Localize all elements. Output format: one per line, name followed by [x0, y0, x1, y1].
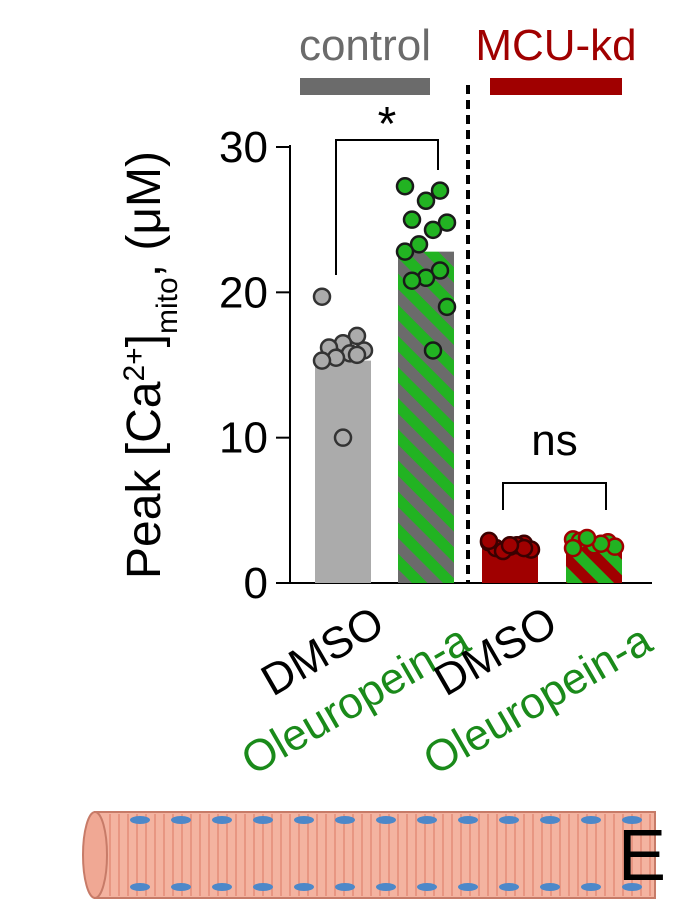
data-point	[423, 341, 443, 360]
significance-bracket	[335, 139, 439, 275]
data-point	[312, 287, 332, 306]
y-tick-label: 20	[219, 268, 268, 317]
data-point	[402, 271, 422, 290]
significance-label: *	[378, 98, 397, 151]
y-tick-label: 10	[219, 414, 268, 463]
data-point	[395, 176, 415, 196]
data-point	[423, 220, 443, 240]
group-bar	[300, 78, 430, 95]
y-tick-label: 30	[219, 123, 268, 172]
data-point	[563, 538, 583, 558]
significance-label: ns	[531, 416, 577, 465]
data-point	[430, 181, 450, 200]
data-point	[395, 242, 415, 261]
group-label: MCU-kd	[475, 21, 636, 70]
data-point	[577, 528, 597, 548]
bar	[315, 360, 371, 583]
y-label-part: ]	[118, 334, 171, 347]
significance-bracket	[502, 482, 607, 510]
y-label-part: Peak [Ca	[118, 381, 171, 579]
y-label-part: mito	[151, 277, 184, 334]
data-point	[409, 235, 429, 254]
y-label-part: , (μM)	[118, 151, 171, 277]
data-point	[333, 428, 353, 447]
cut-off-text: E	[618, 816, 666, 896]
data-point	[437, 213, 457, 232]
group-bar	[490, 78, 622, 95]
data-point	[416, 191, 436, 211]
y-label-part: 2+	[118, 347, 151, 381]
y-tick-label: 0	[244, 559, 268, 608]
data-point	[347, 345, 367, 365]
group-label: control	[299, 21, 431, 70]
data-point	[479, 531, 499, 551]
data-point	[437, 297, 457, 317]
data-point	[430, 261, 450, 280]
muscle-fiber-illustration	[82, 811, 656, 899]
data-point	[402, 210, 422, 229]
y-axis-label: Peak [Ca2+]mito, (μM)	[118, 151, 184, 579]
data-point	[312, 351, 332, 370]
data-point	[500, 535, 520, 555]
data-point	[347, 326, 367, 346]
